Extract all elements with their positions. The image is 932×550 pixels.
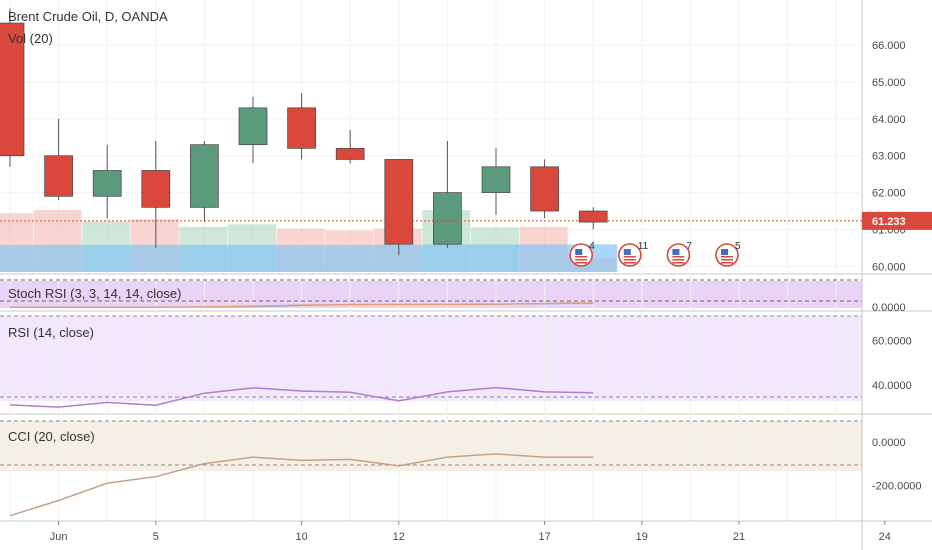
event-flag-stripe-2-2 (672, 262, 685, 264)
cci-series-line (9, 453, 594, 517)
candle-body-5 (238, 107, 268, 146)
rsi-title: RSI (14, close) (8, 325, 94, 340)
candle-body-6 (287, 107, 316, 149)
symbol-title[interactable]: Brent Crude Oil, D, OANDA (8, 9, 168, 24)
price-tick-label-6: 60.000 (872, 261, 906, 273)
candle-body-10 (481, 166, 511, 193)
event-flag-stripe-2-1 (672, 259, 685, 261)
event-flag-stripe-2-0 (672, 256, 685, 258)
time-tick-label-0: Jun (50, 531, 68, 543)
time-tick-label-4: 17 (538, 531, 550, 543)
volume-ma-area (0, 244, 618, 272)
cci-tick-label-0: 0.0000 (872, 437, 906, 449)
cci-title: CCI (20, close) (8, 429, 95, 444)
last-price-tag-bg (862, 211, 932, 230)
candle-body-8 (384, 159, 414, 245)
price-tick-label-4: 62.000 (872, 188, 906, 200)
volume-title[interactable]: Vol (20) (8, 31, 53, 46)
time-tick-label-2: 10 (295, 531, 307, 543)
event-flag-stripe-0-1 (575, 259, 588, 261)
event-flag-stripe-3-0 (721, 256, 733, 258)
candle-body-11 (530, 166, 559, 212)
stoch-rsi-title: Stoch RSI (3, 3, 14, 14, close) (8, 286, 181, 301)
price-tick-label-1: 65.000 (872, 77, 906, 89)
candle-body-2 (92, 170, 122, 197)
time-tick-label-6: 21 (733, 531, 745, 543)
event-count-1: 11 (638, 241, 649, 252)
event-flag-stripe-0-2 (575, 262, 588, 264)
candle-body-9 (433, 192, 462, 245)
candle-body-12 (578, 210, 608, 223)
event-flag-stripe-1-2 (623, 262, 636, 264)
candle-body-0 (0, 22, 25, 157)
event-flag-canton-2 (672, 249, 680, 255)
stoch-band-bg (0, 281, 862, 308)
candle-body-4 (190, 144, 219, 208)
time-tick-label-3: 12 (393, 531, 405, 543)
event-count-2: 7 (686, 241, 692, 252)
price-tick-label-0: 66.000 (872, 40, 906, 52)
event-flag-stripe-3-2 (721, 262, 733, 264)
event-flag-stripe-1-1 (623, 259, 636, 261)
price-tick-label-2: 64.000 (872, 114, 906, 126)
time-tick-label-1: 5 (153, 531, 159, 543)
event-flag-canton-1 (623, 249, 631, 255)
event-flag-canton-3 (721, 249, 728, 255)
rsi-series-line (9, 386, 594, 408)
event-flag-stripe-1-0 (623, 256, 636, 258)
cci-tick-label-1: -200.0000 (872, 480, 922, 492)
event-count-0: 4 (589, 241, 595, 252)
rsi-tick-label-1: 40.0000 (872, 380, 912, 392)
event-count-3: 5 (735, 241, 741, 252)
candle-body-1 (44, 155, 73, 197)
rsi-band-bg (0, 316, 862, 401)
rsi-tick-label-0: 60.0000 (872, 335, 912, 347)
stoch-series-line-1 (10, 302, 594, 308)
cci-band-bg (0, 421, 862, 471)
event-flag-stripe-3-1 (721, 259, 733, 261)
stoch-tick-label-0: 0.0000 (872, 302, 906, 314)
last-price-tag: 61.233 (872, 216, 906, 228)
event-flag-canton-0 (575, 249, 583, 255)
time-tick-label-5: 19 (636, 531, 648, 543)
candle-body-3 (141, 170, 171, 208)
us-flag-calendar-icon-1[interactable]: 11 (617, 241, 649, 267)
us-flag-calendar-icon-3[interactable]: 5 (715, 241, 741, 267)
time-tick-label-7: 24 (879, 531, 891, 543)
us-flag-calendar-icon-0[interactable]: 4 (569, 241, 595, 267)
price-tick-label-3: 63.000 (872, 151, 906, 163)
candle-body-7 (335, 148, 365, 160)
us-flag-calendar-icon-2[interactable]: 7 (666, 241, 692, 267)
event-flag-stripe-0-0 (575, 256, 588, 258)
